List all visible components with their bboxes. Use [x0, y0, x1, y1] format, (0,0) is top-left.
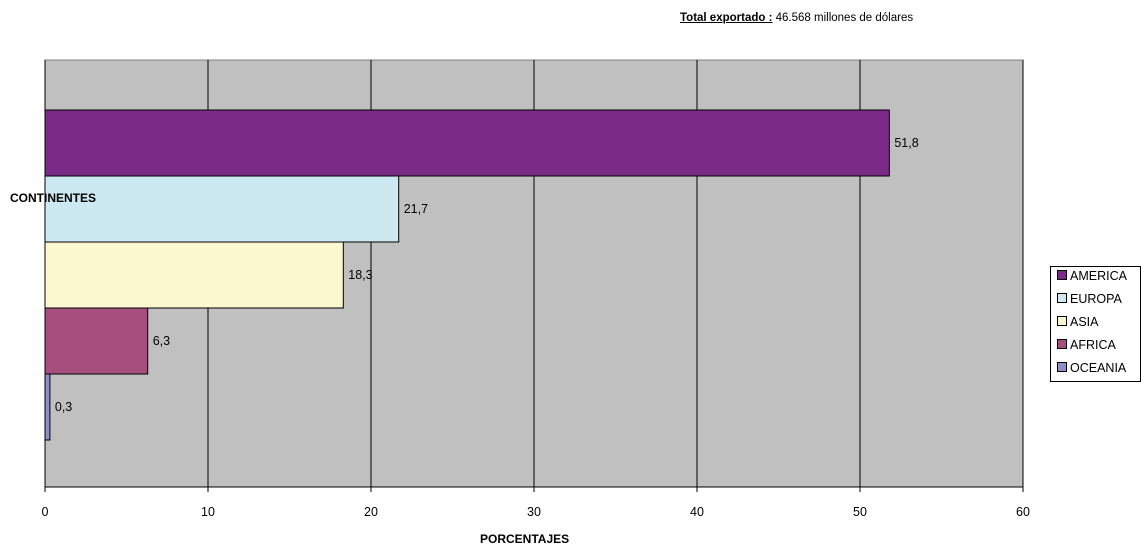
total-exported-note: Total exportado : 46.568 millones de dól… — [680, 12, 913, 24]
x-tick-label-60: 60 — [1016, 505, 1030, 519]
legend-swatch-america — [1057, 270, 1067, 280]
legend-item-asia: ASIA — [1057, 315, 1099, 329]
legend-label-oceania: OCEANIA — [1070, 361, 1127, 375]
legend-item-oceania: OCEANIA — [1057, 361, 1126, 375]
legend-label-europa: EUROPA — [1070, 292, 1122, 306]
legend-label-africa: AFRICA — [1070, 338, 1116, 352]
x-tick-label-50: 50 — [853, 505, 867, 519]
legend-swatch-europa — [1057, 293, 1067, 303]
legend-item-africa: AFRICA — [1057, 338, 1116, 352]
data-label-oceania: 0,3 — [55, 400, 72, 414]
legend-item-europa: EUROPA — [1057, 292, 1122, 306]
total-exported-value: 46.568 millones de dólares — [775, 12, 914, 24]
bar-america — [44, 109, 890, 177]
x-axis-label: PORCENTAJES — [480, 532, 570, 546]
y-axis-label: CONTINENTES — [10, 191, 97, 205]
legend-label-america: AMERICA — [1070, 269, 1127, 283]
legend-swatch-oceania — [1057, 362, 1067, 372]
x-tick-label-40: 40 — [690, 505, 704, 519]
bar-oceania — [44, 373, 51, 441]
total-exported-label: Total exportado : — [680, 12, 773, 24]
data-label-america: 51,8 — [894, 136, 918, 150]
x-tick-label-0: 0 — [42, 505, 49, 519]
legend-item-america: AMERICA — [1057, 269, 1127, 283]
bar-europa — [44, 175, 400, 243]
legend-swatch-asia — [1057, 316, 1067, 326]
bar-africa — [44, 307, 149, 375]
legend: AMERICA EUROPA ASIA AFRICA OCEANIA — [1050, 266, 1141, 382]
bar-asia — [44, 241, 344, 309]
legend-swatch-africa — [1057, 339, 1067, 349]
data-label-africa: 6,3 — [153, 334, 170, 348]
data-label-asia: 18,3 — [348, 268, 372, 282]
legend-label-asia: ASIA — [1070, 315, 1099, 329]
data-label-europa: 21,7 — [404, 202, 428, 216]
x-tick-label-30: 30 — [527, 505, 541, 519]
x-tick-label-10: 10 — [201, 505, 215, 519]
x-tick-label-20: 20 — [364, 505, 378, 519]
